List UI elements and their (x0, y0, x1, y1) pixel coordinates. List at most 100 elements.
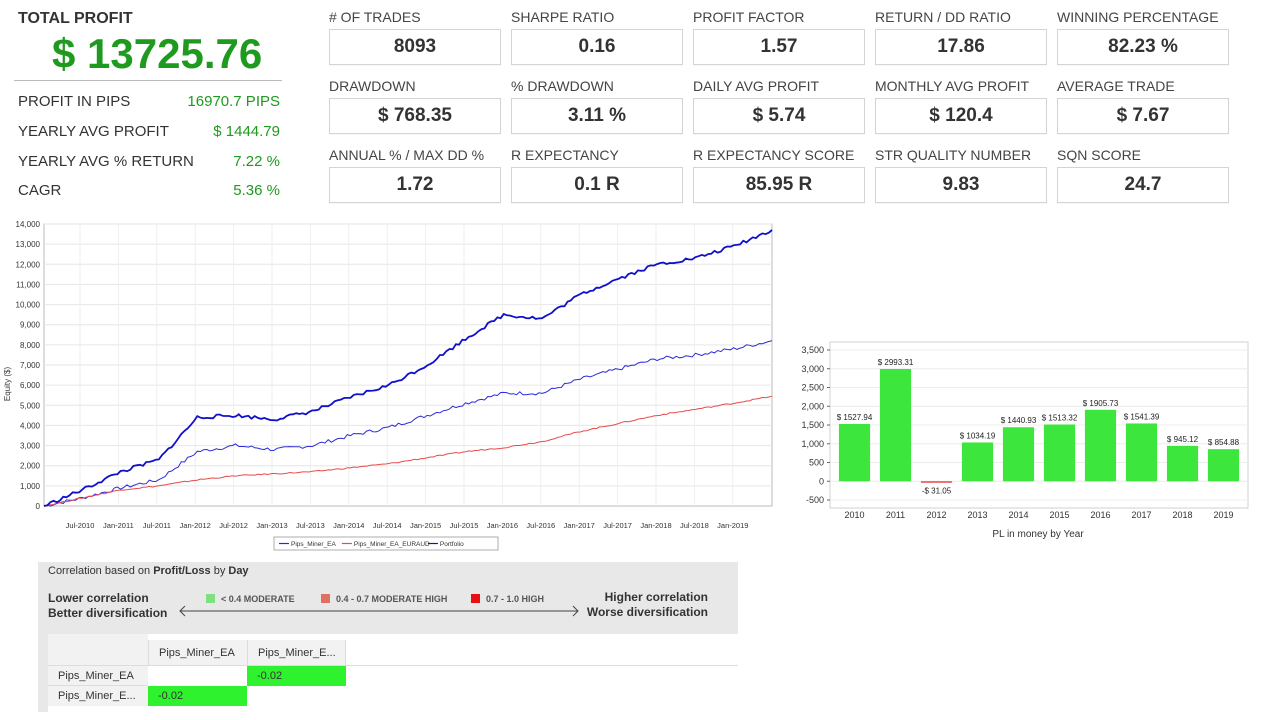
x-tick-label: Jan-2018 (640, 521, 671, 530)
y-tick-label: 0 (819, 476, 824, 486)
legend: Pips_Miner_EA Pips_Miner_EA_EURAUD Portfol… (273, 536, 499, 551)
y-tick-label: -500 (806, 495, 824, 505)
matrix-cell: -0.02 (247, 666, 346, 686)
stat-value: 1.57 (693, 29, 865, 65)
data-label: $ 2993.31 (878, 358, 914, 367)
legend-box (273, 536, 499, 551)
stat-profit-factor: PROFIT FACTOR 1.57 (693, 8, 867, 65)
data-label: $ 1440.93 (1001, 416, 1037, 425)
x-tick-label: 2017 (1131, 510, 1151, 520)
y-tick-label: 500 (809, 458, 824, 468)
y-tick-label: 1,000 (20, 482, 41, 491)
y-tick-label: 2,000 (20, 462, 41, 471)
stat-label: DAILY AVG PROFIT (693, 78, 820, 94)
stat-annual-max-dd: ANNUAL % / MAX DD % 1.72 (329, 146, 503, 203)
series-line-pips-miner-ea-euraud (43, 395, 773, 508)
data-label: $ 1527.94 (837, 413, 873, 422)
data-label: $ 1513.32 (1042, 414, 1078, 423)
stat-value: 3.11 % (511, 98, 683, 134)
stat-drawdown: DRAWDOWN $ 768.35 (329, 77, 503, 134)
y-tick-label: 9,000 (20, 321, 41, 330)
legend-moderate-high: 0.4 - 0.7 MODERATE HIGH (321, 594, 447, 604)
y-tick-label: 1,000 (801, 439, 824, 449)
matrix-cell: -0.02 (148, 686, 247, 706)
stat-label: STR QUALITY NUMBER (875, 147, 1032, 163)
x-tick-label: Jan-2013 (256, 521, 287, 530)
matrix-col-header: Pips_Miner_EA (148, 640, 247, 666)
total-profit-value: $ 13725.76 (52, 30, 263, 77)
stat-daily-avg-profit: DAILY AVG PROFIT $ 5.74 (693, 77, 867, 134)
legend-swatch (471, 594, 480, 603)
summary-row-yearly-avg-profit: YEARLY AVG PROFIT $ 1444.79 (18, 123, 280, 140)
x-tick-label: 2018 (1172, 510, 1192, 520)
stat-label: AVERAGE TRADE (1057, 78, 1175, 94)
yearly-pl-bar-chart: -500 0 500 1,000 1,500 2,000 2,500 3,000 3,500 $… (801, 341, 1249, 540)
summary-row-yearly-avg-return: YEARLY AVG % RETURN 7.22 % (18, 153, 280, 170)
stat-value: 17.86 (875, 29, 1047, 65)
x-tick-label: Jan-2016 (487, 521, 518, 530)
legend-moderate: < 0.4 MODERATE (206, 594, 295, 604)
correlation-panel: Correlation based on Profit/Loss by Day … (38, 562, 738, 712)
better-diversification-label: Better diversification (48, 606, 168, 620)
stat-label: SQN SCORE (1057, 147, 1142, 163)
equity-line-chart: 0 1,000 2,000 3,000 4,000 5,000 6,000 7,000 8,00… (3, 220, 773, 551)
stat-r-expectancy: R EXPECTANCY 0.1 R (511, 146, 685, 203)
summary-label: PROFIT IN PIPS (18, 93, 131, 110)
x-tick-label: Jul-2013 (296, 521, 325, 530)
x-axis-label: PL in money by Year (992, 529, 1084, 540)
x-tick-label: Jan-2019 (717, 521, 748, 530)
x-tick-labels: 2010 2011 2012 2013 2014 2015 2016 2017 2018 2019 (844, 510, 1233, 520)
x-tick-label: 2015 (1049, 510, 1069, 520)
summary-label: YEARLY AVG PROFIT (18, 123, 169, 140)
stat-label: R EXPECTANCY (511, 147, 619, 163)
stat-value: 82.23 % (1057, 29, 1229, 65)
summary-row-cagr: CAGR 5.36 % (18, 182, 280, 199)
legend-label: Portfolio (440, 541, 464, 548)
matrix-cell (148, 666, 247, 686)
double-arrow-icon (179, 605, 579, 617)
stat-pct-drawdown: % DRAWDOWN 3.11 % (511, 77, 685, 134)
stat-average-trade: AVERAGE TRADE $ 7.67 (1057, 77, 1231, 134)
x-tick-label: 2011 (886, 510, 905, 520)
stat-value: 85.95 R (693, 167, 865, 203)
y-tick-label: 3,500 (801, 345, 824, 355)
matrix-row-header: Pips_Miner_E... (48, 686, 148, 706)
x-tick-label: 2014 (1008, 510, 1028, 520)
bar-2017 (1125, 423, 1158, 482)
legend-swatch (206, 594, 215, 603)
y-tick-label: 2,000 (801, 401, 824, 411)
stat-value: 1.72 (329, 167, 501, 203)
y-tick-label: 11,000 (16, 280, 40, 289)
matrix-cell (247, 686, 346, 706)
bar-2011 (879, 369, 912, 482)
y-tick-label: 4,000 (20, 421, 41, 430)
title-bold-period: Day (228, 565, 249, 577)
correlation-matrix: Pips_Miner_EA Pips_Miner_E... Pips_Miner… (48, 634, 738, 712)
summary-value: $ 1444.79 (213, 123, 280, 140)
lower-correlation-label: Lower correlation (48, 591, 149, 605)
summary-row-profit-pips: PROFIT IN PIPS 16970.7 PIPS (18, 93, 280, 110)
y-tick-label: 3,000 (20, 442, 41, 451)
title-prefix: Correlation based on (48, 565, 154, 577)
bar-2012 (920, 481, 953, 483)
data-label: -$ 31.05 (922, 486, 952, 495)
stat-monthly-avg-profit: MONTHLY AVG PROFIT $ 120.4 (875, 77, 1049, 134)
y-tick-label: 13,000 (16, 240, 41, 249)
y-tick-label: 3,000 (801, 364, 824, 374)
x-tick-label: 2010 (844, 510, 864, 520)
legend-label: 0.4 - 0.7 MODERATE HIGH (336, 594, 448, 604)
legend-label: 0.7 - 1.0 HIGH (486, 594, 545, 604)
matrix-filler (346, 634, 738, 666)
legend-label: < 0.4 MODERATE (221, 594, 295, 604)
summary-label: CAGR (18, 182, 62, 199)
x-tick-label: Jul-2016 (526, 521, 555, 530)
x-tick-label: Jan-2014 (333, 521, 364, 530)
divider (14, 80, 282, 81)
stat-value: 9.83 (875, 167, 1047, 203)
legend-high: 0.7 - 1.0 HIGH (471, 594, 544, 604)
stat-value: $ 7.67 (1057, 98, 1229, 134)
series-lines (43, 229, 773, 508)
x-tick-label: Jul-2010 (66, 521, 95, 530)
bar-2010 (838, 423, 871, 482)
series-line-portfolio (43, 229, 773, 507)
